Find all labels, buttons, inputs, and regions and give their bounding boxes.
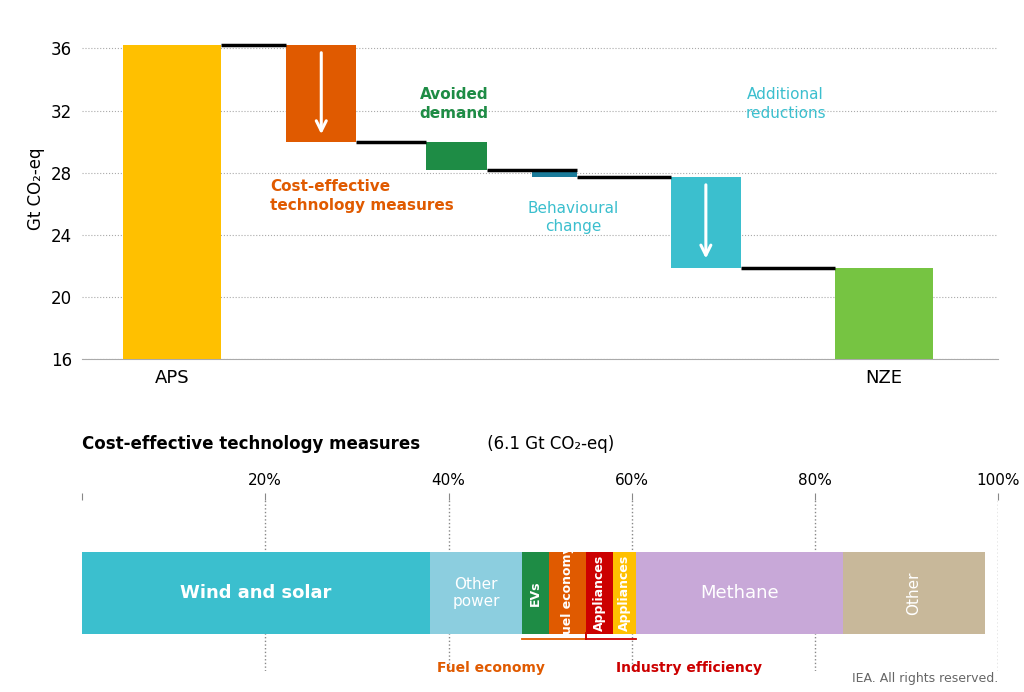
Text: Methane: Methane xyxy=(700,584,779,602)
Text: Behavioural
change: Behavioural change xyxy=(527,201,618,235)
Bar xyxy=(671,177,740,268)
Bar xyxy=(549,552,586,634)
Text: Fuel economy: Fuel economy xyxy=(561,545,574,641)
Text: (6.1 Gt CO₂-eq): (6.1 Gt CO₂-eq) xyxy=(482,435,614,453)
Text: Cost-effective
technology measures: Cost-effective technology measures xyxy=(270,179,454,212)
Text: Fuel economy: Fuel economy xyxy=(437,661,545,675)
Bar xyxy=(287,45,356,142)
Bar xyxy=(835,268,933,359)
Text: Wind and solar: Wind and solar xyxy=(180,584,332,602)
Bar xyxy=(586,552,613,634)
Text: Appliances: Appliances xyxy=(618,555,632,631)
Text: IEA. All rights reserved.: IEA. All rights reserved. xyxy=(852,672,998,685)
Bar xyxy=(636,552,843,634)
Text: Appliances: Appliances xyxy=(593,555,606,631)
Bar xyxy=(532,170,577,177)
Bar xyxy=(426,142,487,170)
Bar xyxy=(430,552,522,634)
Text: Other: Other xyxy=(906,572,922,615)
Bar xyxy=(82,552,430,634)
Bar xyxy=(843,552,985,634)
Text: Cost-effective technology measures: Cost-effective technology measures xyxy=(82,435,420,453)
Text: Additional
reductions: Additional reductions xyxy=(745,87,826,121)
Bar xyxy=(613,552,636,634)
Text: Avoided
demand: Avoided demand xyxy=(420,87,488,121)
Bar xyxy=(123,45,221,359)
Text: EVs: EVs xyxy=(529,581,542,606)
Bar xyxy=(522,552,549,634)
Text: Industry efficiency: Industry efficiency xyxy=(615,661,762,675)
Text: Other
power: Other power xyxy=(453,577,500,610)
Y-axis label: Gt CO₂-eq: Gt CO₂-eq xyxy=(28,147,45,230)
